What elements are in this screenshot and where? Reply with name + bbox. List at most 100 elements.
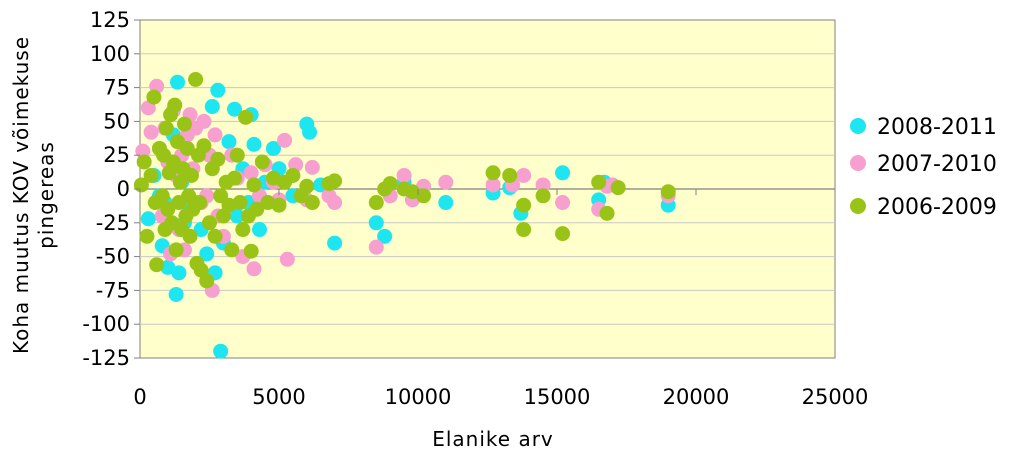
data-point-2007-2010 <box>327 195 343 211</box>
data-point-2008-2011 <box>140 211 156 227</box>
data-point-2007-2010 <box>396 167 412 183</box>
data-point-2007-2010 <box>438 174 454 190</box>
data-point-2006-2009 <box>158 120 174 136</box>
data-point-2006-2009 <box>246 177 262 193</box>
legend-marker <box>850 198 866 214</box>
data-point-2006-2009 <box>224 242 240 258</box>
x-tick-label: 5000 <box>252 385 305 409</box>
data-point-2006-2009 <box>168 242 184 258</box>
data-point-2006-2009 <box>229 147 245 163</box>
data-point-2008-2011 <box>438 195 454 211</box>
data-point-2006-2009 <box>176 116 192 132</box>
data-point-2007-2010 <box>555 195 571 211</box>
legend-label: 2006-2009 <box>877 195 997 220</box>
data-point-2006-2009 <box>249 201 265 217</box>
data-point-2006-2009 <box>610 180 626 196</box>
data-point-2006-2009 <box>227 170 243 186</box>
y-tick-label: 75 <box>103 76 130 100</box>
data-point-2006-2009 <box>192 195 208 211</box>
legend: 2008-2011 2007-2010 2006-2009 <box>850 115 997 220</box>
data-point-2007-2010 <box>535 177 551 193</box>
y-tick-label: 25 <box>103 143 130 167</box>
y-tick-label: -125 <box>82 346 130 370</box>
y-tick-label: 100 <box>90 42 130 66</box>
data-point-2008-2011 <box>168 286 184 302</box>
data-point-2006-2009 <box>167 97 183 113</box>
data-point-2006-2009 <box>660 184 676 200</box>
data-point-2008-2011 <box>199 246 215 262</box>
data-point-2006-2009 <box>188 71 204 87</box>
y-tick-label: -100 <box>82 312 130 336</box>
data-point-2008-2011 <box>368 215 384 231</box>
legend-label: 2008-2011 <box>877 115 997 140</box>
y-tick-label: -50 <box>96 245 130 269</box>
x-tick-label: 25000 <box>802 385 869 409</box>
data-point-2008-2011 <box>555 165 571 181</box>
data-point-2006-2009 <box>591 174 607 190</box>
legend-marker <box>850 118 866 134</box>
data-point-2007-2010 <box>368 239 384 255</box>
data-point-2006-2009 <box>202 215 217 231</box>
data-point-2006-2009 <box>235 222 251 238</box>
data-point-2007-2010 <box>304 159 320 175</box>
data-point-2008-2011 <box>170 74 186 90</box>
data-point-2008-2011 <box>252 222 268 238</box>
data-point-2008-2011 <box>204 99 220 115</box>
data-point-2007-2010 <box>196 113 212 129</box>
x-tick-label: 15000 <box>524 385 591 409</box>
data-point-2006-2009 <box>368 195 384 211</box>
data-point-2008-2011 <box>171 265 187 281</box>
x-tick-label: 20000 <box>663 385 730 409</box>
data-point-2007-2010 <box>243 165 259 181</box>
data-point-2006-2009 <box>485 165 501 181</box>
data-point-2008-2011 <box>221 134 237 150</box>
data-point-2008-2011 <box>213 343 229 359</box>
grid <box>140 53 835 325</box>
data-point-2006-2009 <box>154 188 170 204</box>
data-point-2006-2009 <box>502 167 518 183</box>
data-point-2006-2009 <box>304 195 320 211</box>
data-point-2008-2011 <box>302 124 318 140</box>
data-point-2006-2009 <box>196 138 212 154</box>
y-tick-label: -25 <box>96 211 130 235</box>
data-point-2008-2011 <box>229 208 245 224</box>
data-point-2007-2010 <box>277 132 293 148</box>
data-point-2006-2009 <box>160 201 176 217</box>
data-point-2007-2010 <box>279 251 295 267</box>
data-point-2007-2010 <box>516 167 532 183</box>
data-point-2006-2009 <box>271 197 287 213</box>
data-point-2008-2011 <box>210 82 226 98</box>
data-point-2006-2009 <box>516 222 532 238</box>
data-point-2006-2009 <box>232 195 248 211</box>
data-point-2006-2009 <box>416 188 432 204</box>
y-tick-label: 50 <box>103 109 130 133</box>
data-point-2006-2009 <box>172 174 188 190</box>
data-point-2006-2009 <box>254 154 270 170</box>
data-point-2007-2010 <box>207 127 223 143</box>
legend-label: 2007-2010 <box>877 152 997 177</box>
data-point-2006-2009 <box>327 173 343 189</box>
data-point-2006-2009 <box>535 188 551 204</box>
data-point-2008-2011 <box>377 228 393 244</box>
data-point-2006-2009 <box>199 273 215 289</box>
data-point-2008-2011 <box>246 136 262 152</box>
data-point-2007-2010 <box>485 177 501 193</box>
data-point-2006-2009 <box>136 154 152 170</box>
data-point-2007-2010 <box>246 261 262 277</box>
data-point-2006-2009 <box>516 197 532 213</box>
legend-marker <box>850 155 866 171</box>
data-point-2008-2011 <box>227 101 243 117</box>
x-tick-label: 0 <box>133 385 146 409</box>
data-point-2007-2010 <box>143 124 159 140</box>
y-tick-label: 0 <box>117 177 130 201</box>
data-point-2006-2009 <box>285 167 301 183</box>
y-tick-label: 125 <box>90 8 130 32</box>
data-point-2006-2009 <box>210 151 226 167</box>
data-points <box>133 71 676 359</box>
data-point-2006-2009 <box>181 188 197 204</box>
data-point-2006-2009 <box>299 178 315 194</box>
x-axis-title: Elanike arv <box>432 427 554 450</box>
y-tick-label: -75 <box>96 278 130 302</box>
data-point-2006-2009 <box>555 226 571 242</box>
